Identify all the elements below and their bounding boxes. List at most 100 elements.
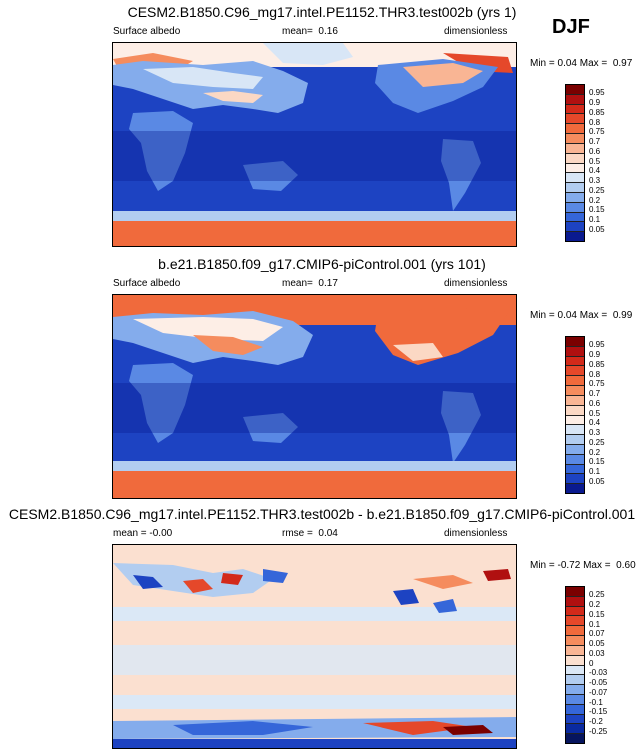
panel1-colorbar-cell bbox=[566, 153, 584, 164]
panel3-map-svg bbox=[113, 545, 516, 748]
panel3-colorbar-label: -0.1 bbox=[589, 698, 603, 707]
panel1-colorbar-label: 0.7 bbox=[589, 137, 601, 146]
panel1-title: CESM2.B1850.C96_mg17.intel.PE1152.THR3.t… bbox=[127, 4, 517, 20]
panel1-colorbar-label: 0.4 bbox=[589, 166, 601, 175]
panel1-colorbar-cell bbox=[566, 143, 584, 154]
panel1-colorbar-label: 0.6 bbox=[589, 147, 601, 156]
panel1-colorbar-cell bbox=[566, 232, 584, 241]
panel2-colorbar-label: 0.6 bbox=[589, 399, 601, 408]
panel3-colorbar-cell bbox=[566, 626, 584, 637]
panel1-colorbar-cell bbox=[566, 134, 584, 144]
season-label: DJF bbox=[552, 16, 590, 38]
panel2-colorbar-cell bbox=[566, 444, 584, 455]
panel1-colorbar-cell bbox=[566, 114, 584, 125]
panel1-colorbar-cell bbox=[566, 85, 584, 95]
panel2-minmax: Min = 0.04 Max = 0.99 bbox=[530, 310, 633, 321]
panel2-colorbar-label: 0.2 bbox=[589, 448, 601, 457]
panel3-map bbox=[112, 544, 517, 749]
panel2-colorbar-cell bbox=[566, 405, 584, 416]
panel2-colorbar-cell bbox=[566, 337, 584, 347]
panel1-colorbar-cell bbox=[566, 212, 584, 223]
panel3-colorbar-label: 0.05 bbox=[589, 639, 605, 648]
panel2-colorbar-cell bbox=[566, 346, 584, 357]
panel2-colorbar-label: 0.8 bbox=[589, 370, 601, 379]
panel3-colorbar-cell bbox=[566, 694, 584, 705]
panel2-colorbar-label: 0.9 bbox=[589, 350, 601, 359]
panel2-colorbar-cell bbox=[566, 425, 584, 436]
panel2-colorbar-cell bbox=[566, 484, 584, 493]
panel1-colorbar-label: 0.25 bbox=[589, 186, 605, 195]
panel1-map bbox=[112, 42, 517, 247]
panel2-map bbox=[112, 294, 517, 499]
panel2-colorbar-cell bbox=[566, 356, 584, 367]
panel1-colorbar bbox=[565, 84, 585, 242]
panel3-colorbar-cell bbox=[566, 636, 584, 646]
panel2-colorbar-label: 0.85 bbox=[589, 360, 605, 369]
panel3-colorbar-cell bbox=[566, 606, 584, 617]
panel1-colorbar-label: 0.8 bbox=[589, 118, 601, 127]
panel3-colorbar-label: 0 bbox=[589, 659, 594, 668]
panel3-colorbar-cell bbox=[566, 685, 584, 695]
panel3-colorbar-label: 0.03 bbox=[589, 649, 605, 658]
panel1-colorbar-label: 0.3 bbox=[589, 176, 601, 185]
panel1-colorbar-label: 0.95 bbox=[589, 88, 605, 97]
panel3-colorbar-label: 0.15 bbox=[589, 610, 605, 619]
panel1-colorbar-label: 0.75 bbox=[589, 127, 605, 136]
panel2-mean-label: mean= 0.17 bbox=[282, 278, 338, 289]
panel3-colorbar bbox=[565, 586, 585, 744]
panel3-minmax: Min = -0.72 Max = 0.60 bbox=[530, 560, 636, 571]
panel1-colorbar-label: 0.05 bbox=[589, 225, 605, 234]
panel1-colorbar-cell bbox=[566, 94, 584, 105]
panel1-colorbar-cell bbox=[566, 202, 584, 213]
panel3-colorbar-label: 0.07 bbox=[589, 629, 605, 638]
panel2-colorbar-cell bbox=[566, 395, 584, 406]
panel1-colorbar-cell bbox=[566, 173, 584, 184]
panel3-colorbar-cell bbox=[566, 616, 584, 627]
panel2-colorbar-label: 0.7 bbox=[589, 389, 601, 398]
panel1-colorbar-label: 0.1 bbox=[589, 215, 601, 224]
panel2-map-svg bbox=[113, 295, 516, 498]
panel3-colorbar-cell bbox=[566, 734, 584, 743]
panel1-colorbar-label: 0.85 bbox=[589, 108, 605, 117]
panel3-colorbar-cell bbox=[566, 655, 584, 666]
panel3-colorbar-label: -0.03 bbox=[589, 668, 608, 677]
panel1-colorbar-label: 0.5 bbox=[589, 157, 601, 166]
panel3-colorbar-label: -0.2 bbox=[589, 717, 603, 726]
panel2-colorbar-cell bbox=[566, 386, 584, 396]
panel2-colorbar-label: 0.75 bbox=[589, 379, 605, 388]
panel2-colorbar-cell bbox=[566, 435, 584, 445]
panel1-colorbar-cell bbox=[566, 163, 584, 174]
panel3-colorbar-cell bbox=[566, 596, 584, 607]
panel2-colorbar-cell bbox=[566, 376, 584, 387]
panel3-colorbar-label: -0.25 bbox=[589, 727, 608, 736]
panel1-colorbar-cell bbox=[566, 124, 584, 135]
panel2-colorbar-cell bbox=[566, 474, 584, 485]
panel1-colorbar-cell bbox=[566, 192, 584, 203]
panel2-units: dimensionless bbox=[444, 278, 508, 289]
panel2-colorbar-cell bbox=[566, 464, 584, 475]
panel2-colorbar-label: 0.95 bbox=[589, 340, 605, 349]
panel3-colorbar-label: -0.15 bbox=[589, 707, 608, 716]
panel3-colorbar-cell bbox=[566, 704, 584, 715]
panel1-mean-label: mean= 0.16 bbox=[282, 26, 338, 37]
panel3-rmse-label: rmse = 0.04 bbox=[282, 528, 338, 539]
panel3-colorbar-cell bbox=[566, 587, 584, 597]
panel3-colorbar-cell bbox=[566, 665, 584, 676]
panel1-variable-label: Surface albedo bbox=[113, 26, 181, 37]
panel3-colorbar-cell bbox=[566, 724, 584, 735]
panel1-colorbar-cell bbox=[566, 183, 584, 193]
panel2-colorbar-label: 0.3 bbox=[589, 428, 601, 437]
panel3-colorbar-cell bbox=[566, 645, 584, 656]
panel3-colorbar-cell bbox=[566, 675, 584, 686]
panel2-colorbar-label: 0.15 bbox=[589, 457, 605, 466]
panel3-title: CESM2.B1850.C96_mg17.intel.PE1152.THR3.t… bbox=[8, 506, 636, 522]
panel1-colorbar-label: 0.9 bbox=[589, 98, 601, 107]
panel1-colorbar-label: 0.15 bbox=[589, 205, 605, 214]
panel2-colorbar-label: 0.05 bbox=[589, 477, 605, 486]
panel2-colorbar-cell bbox=[566, 454, 584, 465]
panel1-colorbar-label: 0.2 bbox=[589, 196, 601, 205]
panel3-colorbar-label: 0.1 bbox=[589, 620, 601, 629]
panel1-map-svg bbox=[113, 43, 516, 246]
panel3-units: dimensionless bbox=[444, 528, 508, 539]
panel2-colorbar-cell bbox=[566, 415, 584, 426]
